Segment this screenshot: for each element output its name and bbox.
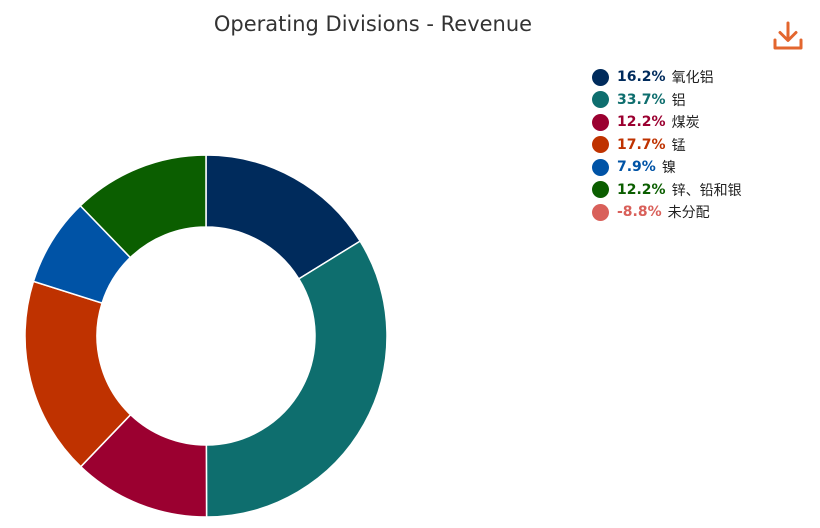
- donut-slice[interactable]: [79, 154, 207, 259]
- legend-percent: 12.2%: [617, 181, 666, 198]
- legend-label: 煤炭: [671, 115, 700, 132]
- download-icon: [773, 21, 803, 50]
- legend-item[interactable]: 7.9% 镍: [592, 156, 742, 179]
- legend-percent: 12.2%: [617, 114, 666, 131]
- legend-swatch: [592, 91, 609, 109]
- legend-percent: 17.7%: [617, 136, 666, 153]
- legend-item[interactable]: 16.2% 氧化铝: [592, 66, 742, 89]
- legend-label: 镍: [661, 160, 676, 177]
- legend-percent: -8.8%: [617, 204, 662, 221]
- legend-swatch: [592, 158, 609, 176]
- download-button[interactable]: [770, 18, 806, 54]
- legend-percent: 33.7%: [617, 91, 666, 108]
- legend-swatch: [592, 68, 609, 86]
- chart-legend: 16.2% 氧化铝 33.7% 铝 12.2% 煤炭 17.7% 锰 7.9% 镍 12.2% 锌、铅…: [592, 66, 742, 224]
- legend-item[interactable]: 33.7% 铝: [592, 89, 742, 112]
- legend-item[interactable]: 17.7% 锰: [592, 134, 742, 157]
- legend-label: 锰: [671, 137, 686, 154]
- legend-item[interactable]: 12.2% 煤炭: [592, 111, 742, 134]
- legend-item[interactable]: -8.8% 未分配: [592, 201, 742, 224]
- donut-slice[interactable]: [205, 240, 388, 518]
- chart-title: Operating Divisions - Revenue: [213, 12, 533, 36]
- legend-item[interactable]: 12.2% 锌、铅和银: [592, 179, 742, 202]
- legend-swatch: [592, 136, 609, 154]
- legend-percent: 16.2%: [617, 69, 666, 86]
- legend-percent: 7.9%: [617, 159, 656, 176]
- legend-swatch: [592, 181, 609, 199]
- legend-label: 铝: [671, 92, 686, 109]
- legend-label: 锌、铅和银: [671, 182, 742, 199]
- legend-swatch: [592, 113, 609, 131]
- legend-label: 未分配: [667, 205, 710, 222]
- legend-label: 氧化铝: [671, 70, 714, 87]
- legend-swatch: [592, 203, 609, 221]
